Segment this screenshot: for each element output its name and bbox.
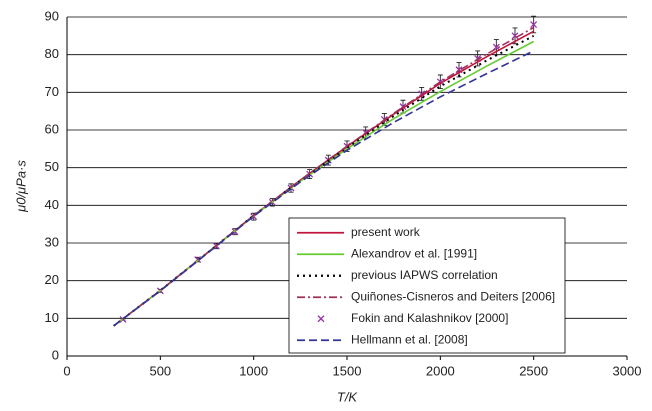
legend: present work Alexandrov et al. [1991] prev… [288, 217, 566, 354]
x-tick-label: 2500 [519, 363, 548, 378]
y-tick-label: 50 [45, 159, 59, 174]
series-line [113, 50, 535, 327]
x-tick-label: 2000 [426, 363, 455, 378]
y-tick-label: 10 [45, 310, 59, 325]
y-tick-label: 90 [45, 8, 59, 23]
marker [317, 315, 325, 323]
y-axis-label: μ0/μPa·s [13, 160, 28, 213]
x-tick-label: 500 [149, 363, 171, 378]
y-tick-label: 80 [45, 46, 59, 61]
x-axis-label: T/K [337, 389, 359, 404]
series-line [113, 34, 535, 327]
x-tick-label: 1000 [239, 363, 268, 378]
legend-label: Quiñones-Cisneros and Deiters [2006] [351, 289, 555, 303]
legend-label: Fokin and Kalashnikov [2000] [351, 311, 508, 325]
legend-label: previous IAPWS correlation [351, 268, 498, 282]
x-tick-label: 3000 [613, 363, 642, 378]
marker [530, 21, 538, 28]
y-tick-label: 60 [45, 121, 59, 136]
y-tick-label: 30 [45, 234, 59, 249]
y-tick-label: 0 [52, 347, 59, 362]
y-tick-label: 70 [45, 84, 59, 99]
x-tick-label: 1500 [333, 363, 362, 378]
y-tick-label: 40 [45, 197, 59, 212]
legend-box [288, 217, 566, 354]
legend-label: Alexandrov et al. [1991] [351, 246, 477, 260]
legend-label: Hellmann et al. [2008] [351, 332, 468, 346]
x-tick-label: 0 [63, 363, 70, 378]
y-tick-label: 20 [45, 272, 59, 287]
series-line [113, 26, 535, 327]
legend-label: present work [351, 225, 421, 239]
